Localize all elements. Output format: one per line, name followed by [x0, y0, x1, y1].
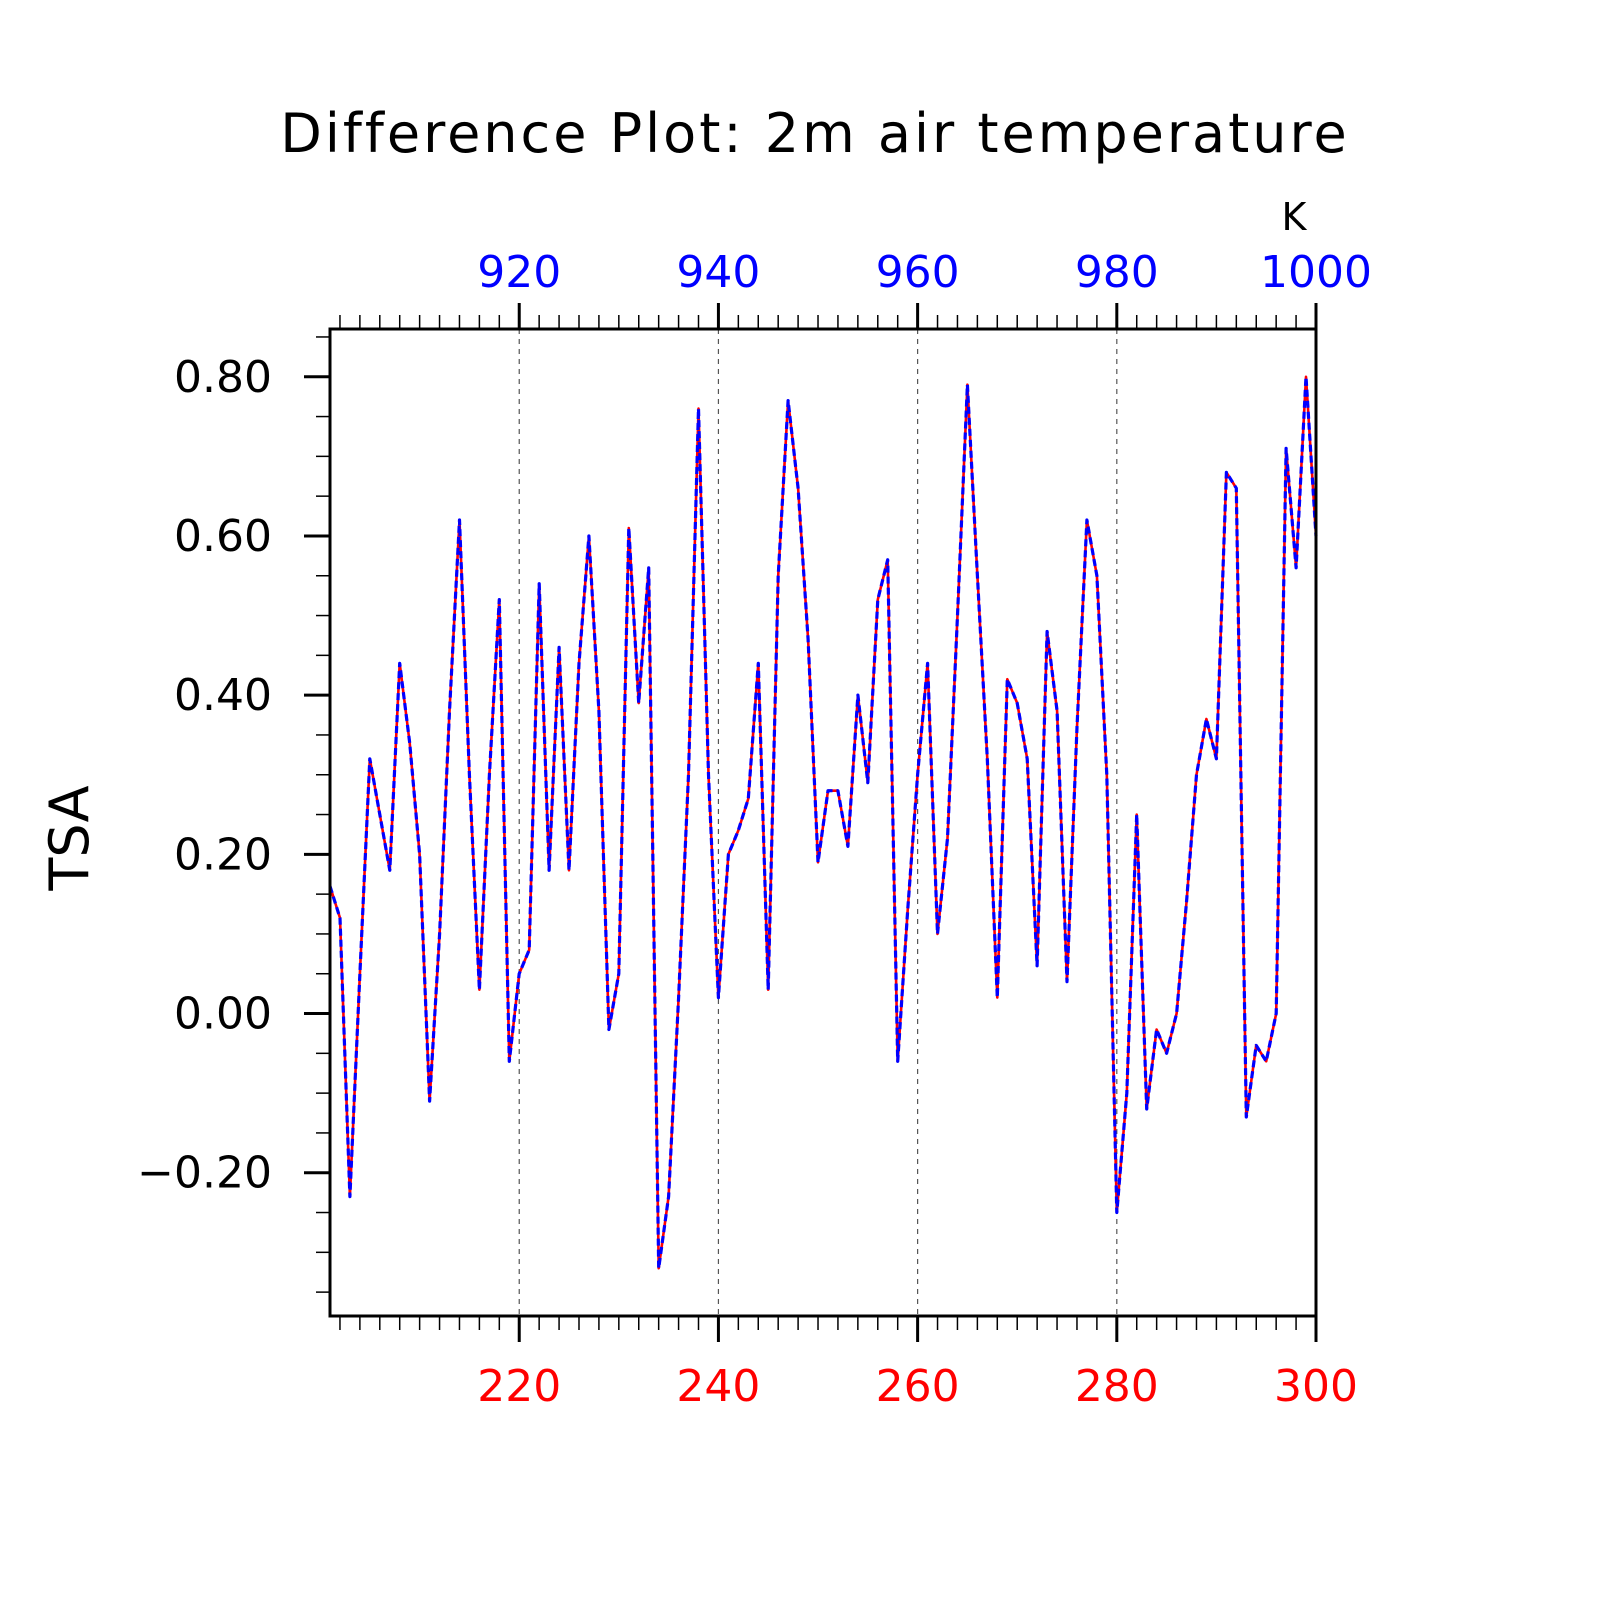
y-tick-label: −0.20: [137, 1148, 272, 1199]
series-line-blue: [328, 375, 1318, 1270]
units-label: K: [1282, 195, 1308, 239]
chart-title: Difference Plot: 2m air temperature: [280, 102, 1350, 165]
y-tick-label: 0.60: [174, 511, 272, 562]
x-tick-label-bottom: 280: [1075, 1361, 1159, 1412]
y-axis-label: TSA: [38, 785, 101, 891]
plot-frame: [328, 327, 1318, 1318]
x-tick-label-bottom: 220: [477, 1361, 561, 1412]
y-tick-label: 0.40: [174, 670, 272, 721]
x-tick-label-top: 960: [876, 247, 960, 298]
x-tick-label-bottom: 240: [676, 1361, 760, 1412]
x-tick-label-bottom: 300: [1274, 1361, 1358, 1412]
x-tick-label-bottom: 260: [876, 1361, 960, 1412]
y-tick-label: 0.80: [174, 352, 272, 403]
y-tick-label: 0.20: [174, 829, 272, 880]
x-tick-label-top: 920: [477, 247, 561, 298]
y-tick-label: 0.00: [174, 989, 272, 1040]
x-tick-label-top: 940: [676, 247, 760, 298]
data-series: [328, 375, 1318, 1270]
grid-lines: [518, 329, 1118, 1316]
x-tick-label-top: 1000: [1260, 247, 1372, 298]
axes: 220 240 260 280 300 920 940 960 980 1000 −0.20 0.00…: [137, 247, 1372, 1412]
x-tick-label-top: 980: [1075, 247, 1159, 298]
